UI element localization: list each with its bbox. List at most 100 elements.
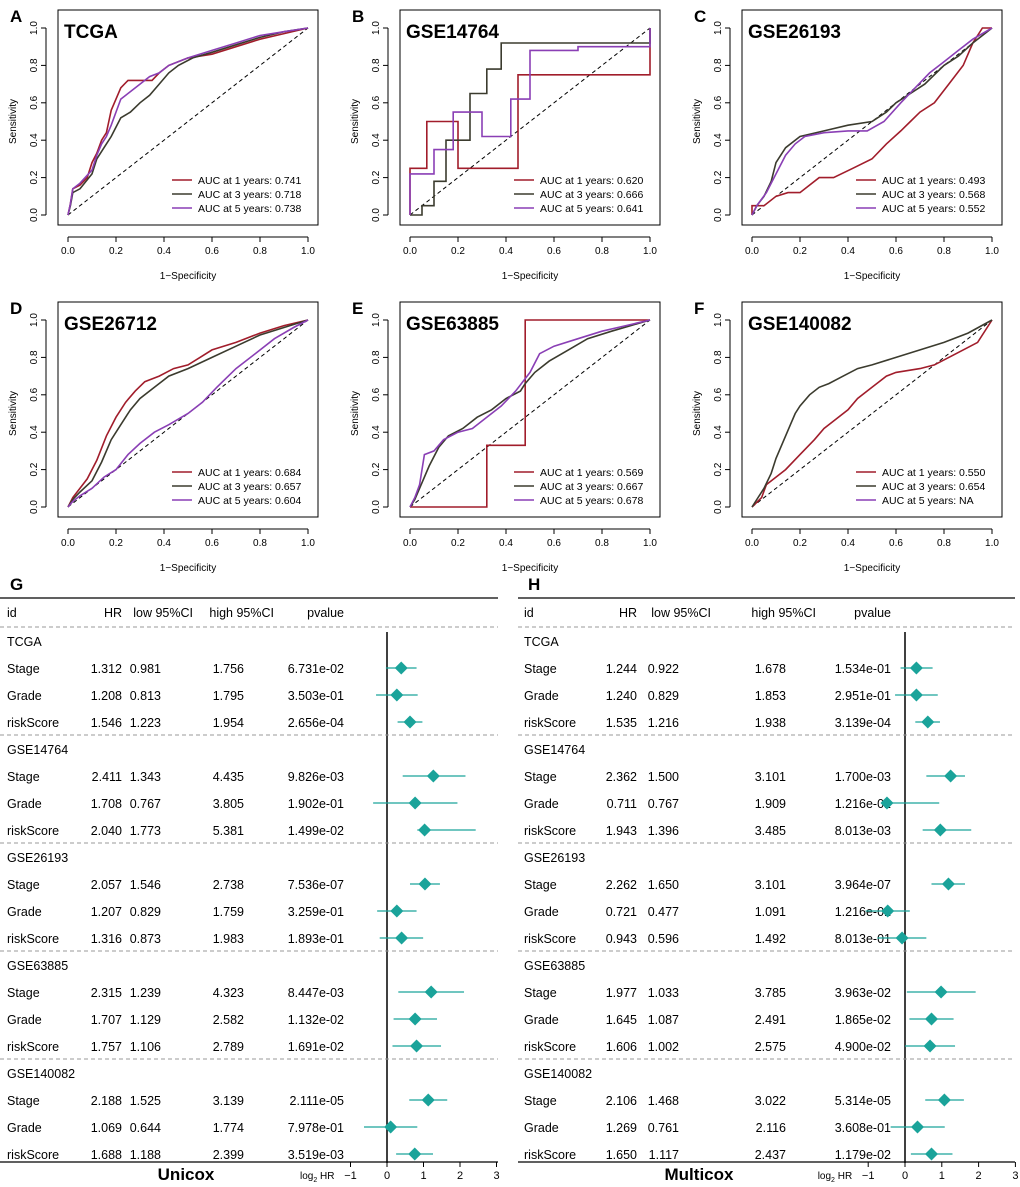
hr-point [909,688,923,702]
roc-panel-f: F GSE140082 0.0 0.2 0.4 0.6 0.8 1.0 1−Specificit… [692,299,1003,574]
legend-entry: AUC at 1 years: 0.569 [540,467,643,479]
x-tick-label: 0.6 [889,538,903,549]
y-axis-label: Sensitivity [692,99,703,144]
row-low: 0.644 [130,1121,161,1135]
hr-point [408,796,422,810]
hr-point [410,1039,424,1053]
x-tick-label: 0.0 [403,538,417,549]
y-tick-label: 0.6 [713,387,724,401]
hr-point [403,715,417,729]
row-low: 1.002 [648,1040,679,1054]
row-low: 0.767 [130,797,161,811]
x-tick-label: 0.4 [157,246,171,257]
hr-point [390,904,404,918]
row-id: riskScore [7,824,59,838]
header-pvalue: pvalue [854,606,891,620]
row-id: Stage [524,986,557,1000]
hr-point [934,985,948,999]
row-low: 0.829 [130,905,161,919]
x-tick-label: 0.6 [547,246,561,257]
panel-letter: B [352,7,364,26]
y-tick-label: 0.6 [29,95,40,109]
row-id: Grade [524,1121,559,1135]
x-tick-label: 1.0 [985,538,999,549]
row-pvalue: 1.216e-01 [835,797,891,811]
y-tick-label: 0.2 [29,170,40,184]
reference-diagonal [67,27,309,216]
row-id: Stage [7,662,40,676]
row-id: Stage [524,1094,557,1108]
x-axis-label: log2 HR [818,1171,853,1184]
x-tick-label: −1 [344,1170,357,1182]
row-hr: 1.240 [606,689,637,703]
row-low: 0.922 [648,662,679,676]
row-hr: 1.977 [606,986,637,1000]
row-high: 1.091 [755,905,786,919]
x-tick-label: 0 [384,1170,390,1182]
hr-point [895,931,909,945]
roc-curve-1yr [410,319,650,508]
row-low: 1.468 [648,1094,679,1108]
row-high: 1.938 [755,716,786,730]
row-hr: 1.208 [91,689,122,703]
row-low: 1.106 [130,1040,161,1054]
y-tick-label: 0.8 [713,58,724,72]
row-hr: 0.711 [607,797,637,811]
legend-entry: AUC at 1 years: 0.741 [198,175,301,187]
row-id: Grade [7,797,42,811]
hr-point [881,904,895,918]
row-low: 1.129 [130,1013,161,1027]
row-id: Stage [7,986,40,1000]
row-id: riskScore [7,932,59,946]
row-pvalue: 1.499e-02 [288,824,344,838]
row-pvalue: 1.132e-02 [288,1013,344,1027]
hr-point [924,1012,938,1026]
hr-point [937,1093,951,1107]
row-id: Stage [524,770,557,784]
plot-frame [741,301,1003,518]
row-id: Grade [524,689,559,703]
group-label: TCGA [524,635,559,649]
x-tick-label: 2 [976,1170,982,1182]
y-tick-label: 1.0 [713,21,724,35]
legend-entry: AUC at 5 years: NA [882,495,974,507]
row-hr: 2.262 [606,878,637,892]
legend-entry: AUC at 1 years: 0.620 [540,175,643,187]
x-axis-label: 1−Specificity [502,271,558,282]
row-low: 1.773 [130,824,161,838]
row-hr: 1.757 [91,1040,122,1054]
roc-curve-1yr [67,319,309,508]
row-high: 1.983 [213,932,244,946]
row-pvalue: 1.691e-02 [288,1040,344,1054]
dataset-title: GSE63885 [406,314,499,335]
row-hr: 1.650 [606,1148,637,1162]
y-axis-label: Sensitivity [350,99,361,144]
group-label: GSE140082 [7,1067,75,1081]
row-id: Grade [524,905,559,919]
x-tick-label: 0.8 [937,246,951,257]
x-tick-label: 1.0 [301,246,315,257]
roc-curve-5yr [409,319,651,508]
row-pvalue: 5.314e-05 [835,1094,891,1108]
reference-diagonal [409,319,651,508]
group-label: GSE63885 [524,959,585,973]
row-pvalue: 2.111e-05 [290,1094,344,1108]
y-tick-label: 0.0 [29,500,40,514]
reference-diagonal [751,27,993,216]
hr-point [923,1039,937,1053]
row-low: 1.546 [130,878,161,892]
row-pvalue: 3.963e-02 [835,986,891,1000]
row-pvalue: 6.731e-02 [288,662,344,676]
legend-entry: AUC at 3 years: 0.568 [882,189,985,201]
x-tick-label: 3 [493,1170,499,1182]
x-tick-label: 1.0 [985,246,999,257]
legend-entry: AUC at 1 years: 0.550 [882,467,985,479]
row-hr: 1.943 [606,824,637,838]
row-hr: 1.316 [91,932,122,946]
x-tick-label: 0.8 [253,246,267,257]
legend-entry: AUC at 5 years: 0.738 [198,203,301,215]
hr-point [911,1120,925,1134]
x-axis-label: 1−Specificity [160,563,216,574]
panel-letter: D [10,299,22,318]
x-tick-label: 0.0 [745,538,759,549]
